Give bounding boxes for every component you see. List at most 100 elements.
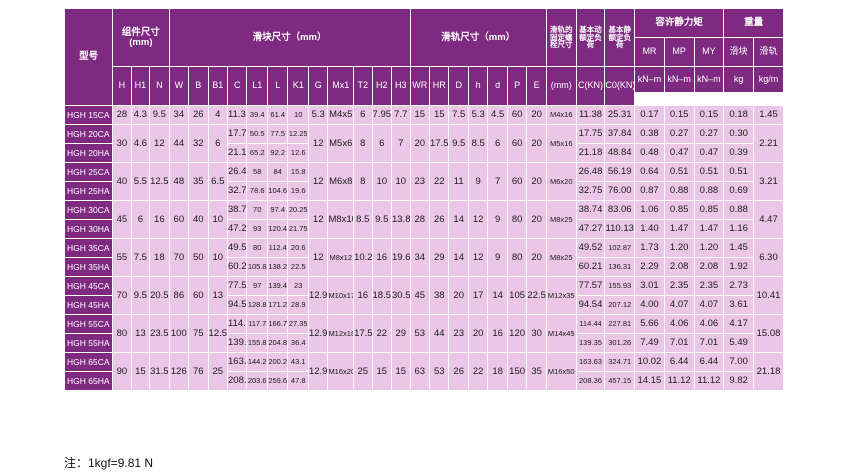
model-cell: HGH 35CA bbox=[63, 238, 114, 258]
n-cell: 18 bbox=[149, 238, 170, 277]
mp-cell: 4.07 bbox=[663, 295, 695, 315]
t2-cell: 17.5 bbox=[353, 314, 373, 353]
mp-header: MP bbox=[663, 37, 695, 67]
h3-cell: 15 bbox=[390, 352, 411, 391]
h-small-cell: 12 bbox=[467, 238, 489, 277]
h1-cell: 13 bbox=[130, 314, 151, 353]
wr-cell: 45 bbox=[409, 276, 431, 315]
d-small-header: d bbox=[487, 66, 508, 106]
n-cell: 12 bbox=[149, 124, 170, 163]
b1-cell: 25 bbox=[207, 352, 229, 391]
mr-cell: 1.40 bbox=[634, 219, 665, 239]
l-cell: 166.7 bbox=[266, 314, 289, 334]
hr-cell: 26 bbox=[428, 200, 450, 239]
my-cell: 2.08 bbox=[693, 257, 725, 277]
h2-cell: 7.95 bbox=[371, 105, 392, 125]
k1-cell: 28.9 bbox=[287, 295, 309, 315]
c0-kn-cell: 25.31 bbox=[604, 105, 636, 125]
b-cell: 50 bbox=[188, 238, 209, 277]
b-cell: 60 bbox=[188, 276, 209, 315]
wr-cell: 20 bbox=[409, 124, 431, 163]
rail-weight-cell: 15.08 bbox=[753, 314, 784, 353]
mxl-cell: M10x17 bbox=[327, 276, 355, 315]
c-kn-cell: 208.36 bbox=[575, 371, 606, 391]
mp-cell: 2.35 bbox=[663, 276, 695, 296]
b-cell: 35 bbox=[188, 162, 209, 201]
l1-cell: 50.5 bbox=[246, 124, 268, 144]
p-cell: 60 bbox=[506, 105, 528, 125]
h1-cell: 7.5 bbox=[130, 238, 151, 277]
c-kn-cell: 21.18 bbox=[575, 143, 606, 163]
e-cell: 22.5 bbox=[526, 276, 547, 315]
c-kn-cell: 77.57 bbox=[575, 276, 606, 296]
d-big-cell: 11 bbox=[448, 162, 469, 201]
h2-cell: 6 bbox=[371, 124, 392, 163]
hr-header: HR bbox=[428, 66, 450, 106]
my-cell: 0.15 bbox=[693, 105, 725, 125]
model-cell: HGH 35HA bbox=[63, 257, 114, 277]
k1-header: K1 bbox=[287, 66, 309, 106]
c-kn-cell: 32.75 bbox=[575, 181, 606, 201]
b1-cell: 4 bbox=[207, 105, 229, 125]
c-cell: 208.36 bbox=[226, 371, 248, 391]
guideway-spec-table: 型号 组件尺寸(mm) 滑块尺寸（mm） 滑轨尺寸（mm） 滑轨的固定螺栓尺寸 … bbox=[63, 8, 784, 391]
c-kn-cell: 94.54 bbox=[575, 295, 606, 315]
hr-cell: 15 bbox=[428, 105, 450, 125]
h-small-cell: 17 bbox=[467, 276, 489, 315]
w-cell: 60 bbox=[168, 200, 190, 239]
d-big-cell: 20 bbox=[448, 276, 469, 315]
c-kn-cell: 139.35 bbox=[575, 333, 606, 353]
h3-header: H3 bbox=[390, 66, 411, 106]
k1-cell: 23 bbox=[287, 276, 309, 296]
rail-bolt-header: 滑轨的固定螺栓尺寸 bbox=[545, 8, 577, 67]
c0-kn-cell: 56.19 bbox=[604, 162, 636, 182]
mxl-cell: M8x10 bbox=[327, 200, 355, 239]
rail-weight-cell: 4.47 bbox=[753, 200, 784, 239]
table-row: HGH 45HA 94.54 128.8 171.2 28.9 94.54 20… bbox=[63, 295, 784, 315]
my-cell: 1.47 bbox=[693, 219, 725, 239]
h-header: H bbox=[112, 66, 132, 106]
h-small-cell: 20 bbox=[467, 314, 489, 353]
h-cell: 70 bbox=[112, 276, 132, 315]
model-cell: HGH 25CA bbox=[63, 162, 114, 182]
c-kn-cell: 49.52 bbox=[575, 238, 606, 258]
unit-note: 注：1kgf=9.81 N bbox=[64, 456, 154, 470]
mp-unit-header: kN–m bbox=[663, 66, 695, 93]
h-small-header: h bbox=[467, 66, 489, 106]
n-cell: 9.5 bbox=[149, 105, 170, 125]
block-weight-cell: 3.61 bbox=[723, 295, 755, 315]
k1-cell: 20.6 bbox=[287, 238, 309, 258]
h1-cell: 4.3 bbox=[130, 105, 151, 125]
mxl-cell: M16x20 bbox=[327, 352, 355, 391]
k1-cell: 22.5 bbox=[287, 257, 309, 277]
w-cell: 100 bbox=[168, 314, 190, 353]
table-row: HGH 30HA 47.27 93 120.4 21.75 47.27 110.… bbox=[63, 219, 784, 239]
w-cell: 48 bbox=[168, 162, 190, 201]
my-cell: 6.44 bbox=[693, 352, 725, 372]
mxl-cell: M12x18 bbox=[327, 314, 355, 353]
h1-cell: 4.6 bbox=[130, 124, 151, 163]
kgm-unit-header: kg/m bbox=[753, 66, 784, 93]
mr-cell: 0.64 bbox=[634, 162, 665, 182]
c-cell: 32.75 bbox=[226, 181, 248, 201]
p-cell: 105 bbox=[506, 276, 528, 315]
d-big-cell: 14 bbox=[448, 238, 469, 277]
c-kn-cell: 114.44 bbox=[575, 314, 606, 334]
b-cell: 76 bbox=[188, 352, 209, 391]
g-cell: 12.9 bbox=[307, 276, 329, 315]
hr-cell: 38 bbox=[428, 276, 450, 315]
b1-cell: 6 bbox=[207, 124, 229, 163]
model-cell: HGH 55HA bbox=[63, 333, 114, 353]
g-header: G bbox=[307, 66, 329, 106]
l-cell: 139.4 bbox=[266, 276, 289, 296]
bolt-unit-header: (mm) bbox=[545, 66, 577, 106]
w-cell: 44 bbox=[168, 124, 190, 163]
c-cell: 21.18 bbox=[226, 143, 248, 163]
l1-cell: 144.2 bbox=[246, 352, 268, 372]
h-small-cell: 22 bbox=[467, 352, 489, 391]
hr-cell: 53 bbox=[428, 352, 450, 391]
b-cell: 40 bbox=[188, 200, 209, 239]
bolt-cell: M12x35 bbox=[545, 276, 577, 315]
mxl-cell: M4x5 bbox=[327, 105, 355, 125]
basic-dynamic-load-header: 基本动额定负荷 bbox=[575, 8, 606, 67]
